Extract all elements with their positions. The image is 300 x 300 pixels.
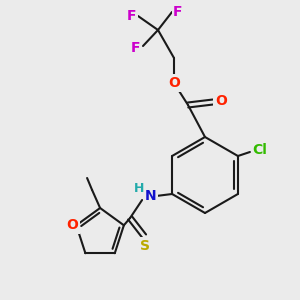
Text: S: S: [140, 239, 150, 253]
Text: N: N: [144, 189, 156, 203]
Text: O: O: [168, 76, 180, 90]
Text: F: F: [173, 5, 183, 19]
Text: F: F: [131, 41, 141, 55]
Text: O: O: [215, 94, 227, 108]
Text: Cl: Cl: [253, 143, 267, 157]
Text: O: O: [66, 218, 78, 232]
Text: F: F: [127, 9, 137, 23]
Text: H: H: [134, 182, 144, 194]
